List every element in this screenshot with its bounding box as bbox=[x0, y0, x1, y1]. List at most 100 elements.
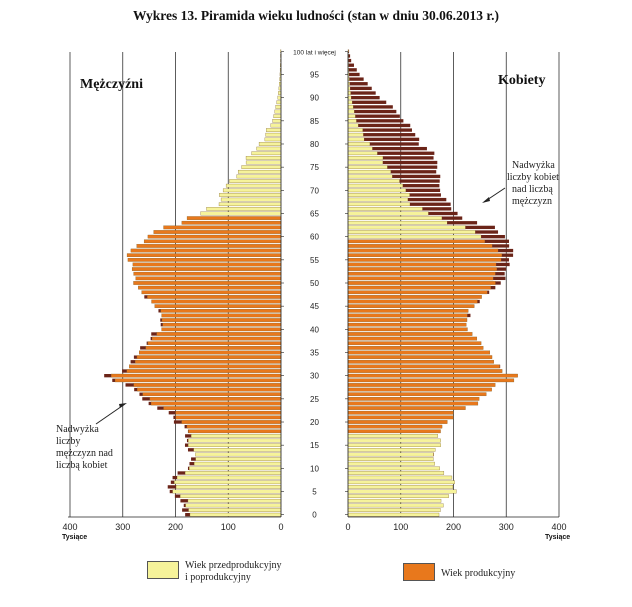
men-bar bbox=[129, 364, 282, 369]
men-bar bbox=[147, 234, 282, 239]
chart-title: Wykres 13. Piramida wieku ludności (stan… bbox=[133, 8, 499, 23]
women-surplus-bar bbox=[363, 133, 416, 137]
men-x-tick-label: 100 bbox=[221, 522, 236, 532]
women-bar bbox=[347, 471, 445, 475]
women-bar bbox=[347, 174, 393, 179]
women-surplus-bar bbox=[496, 262, 510, 267]
men-bar bbox=[161, 327, 282, 332]
men-bar bbox=[149, 397, 282, 401]
women-bar bbox=[347, 244, 493, 248]
women-bar bbox=[347, 105, 354, 109]
men-surplus-bar bbox=[177, 471, 186, 475]
women-bar bbox=[347, 373, 518, 378]
men-surplus-bar bbox=[173, 415, 176, 420]
women-bar bbox=[347, 179, 400, 183]
women-surplus-bar bbox=[496, 267, 507, 271]
annotation-men-arrowhead bbox=[119, 403, 127, 408]
women-bar bbox=[347, 397, 480, 401]
women-bar bbox=[347, 253, 503, 258]
men-bar bbox=[241, 165, 282, 169]
women-surplus-bar bbox=[409, 193, 441, 197]
women-bar bbox=[347, 151, 378, 156]
men-surplus-bar bbox=[144, 295, 148, 299]
women-bar bbox=[347, 183, 404, 188]
men-bar bbox=[225, 183, 282, 188]
men-surplus-bar bbox=[122, 369, 127, 373]
age-tick-label: 65 bbox=[310, 209, 319, 218]
women-bar bbox=[347, 503, 444, 508]
women-surplus-bar bbox=[428, 211, 458, 216]
women-bar bbox=[347, 494, 449, 498]
men-surplus-bar bbox=[172, 475, 178, 480]
legend-line: Wiek przedprodukcyjny bbox=[185, 560, 282, 571]
men-bar bbox=[236, 174, 282, 179]
women-bar bbox=[347, 378, 515, 383]
women-surplus-bar bbox=[382, 156, 434, 160]
women-surplus-bar bbox=[477, 299, 480, 304]
women-surplus-bar bbox=[487, 290, 490, 294]
men-bar bbox=[111, 373, 282, 378]
women-bar bbox=[347, 480, 455, 485]
women-surplus-bar bbox=[501, 258, 509, 262]
women-surplus-bar bbox=[377, 151, 435, 155]
men-label: Mężczyźni bbox=[80, 77, 143, 92]
men-surplus-bar bbox=[187, 466, 190, 471]
men-bar bbox=[145, 346, 282, 350]
women-bar bbox=[347, 485, 454, 489]
men-surplus-bar bbox=[186, 438, 189, 443]
unit-label-right: Tysiące bbox=[545, 534, 570, 541]
women-bar bbox=[347, 364, 500, 369]
men-bar bbox=[188, 508, 282, 512]
men-surplus-bar bbox=[150, 336, 153, 341]
women-bar bbox=[347, 142, 371, 146]
men-bar bbox=[222, 188, 282, 193]
men-bar bbox=[161, 318, 282, 322]
women-bar bbox=[347, 207, 423, 211]
men-surplus-bar bbox=[134, 387, 138, 392]
annotation-men: Nadwyżka liczby mężczyzn nad liczbą kobi… bbox=[56, 424, 113, 471]
men-bar bbox=[188, 429, 282, 434]
men-surplus-bar bbox=[169, 489, 173, 494]
women-bar bbox=[347, 359, 494, 364]
women-bar bbox=[347, 95, 352, 100]
women-bar bbox=[347, 290, 488, 295]
women-bar bbox=[347, 109, 355, 114]
women-bar bbox=[347, 137, 365, 142]
men-bar bbox=[161, 313, 282, 318]
men-surplus-bar bbox=[151, 332, 157, 336]
annotation-women-line: nad liczbą bbox=[512, 184, 553, 195]
men-bar bbox=[137, 387, 282, 392]
women-bar bbox=[347, 489, 457, 494]
age-tick-label: 45 bbox=[310, 302, 319, 311]
women-bar bbox=[347, 267, 498, 271]
women-bar bbox=[347, 197, 409, 202]
men-surplus-bar bbox=[168, 411, 176, 415]
men-bar bbox=[237, 169, 282, 174]
men-bar bbox=[147, 341, 282, 346]
men-bar bbox=[188, 438, 282, 443]
men-bar bbox=[194, 461, 282, 466]
men-bar bbox=[126, 253, 282, 258]
women-surplus-bar bbox=[498, 248, 514, 253]
men-bar bbox=[162, 322, 282, 327]
women-surplus-bar bbox=[405, 188, 441, 192]
men-bar bbox=[270, 123, 282, 128]
women-bar bbox=[347, 128, 363, 132]
women-bar bbox=[347, 498, 442, 503]
age-tick-label: 95 bbox=[310, 70, 319, 79]
men-surplus-bar bbox=[184, 443, 189, 447]
women-bar bbox=[347, 169, 392, 174]
men-bar bbox=[206, 207, 282, 211]
women-bar bbox=[347, 369, 503, 373]
women-surplus-bar bbox=[349, 72, 360, 77]
women-bar bbox=[347, 156, 384, 160]
women-surplus-bar bbox=[493, 276, 506, 281]
men-surplus-bar bbox=[187, 448, 194, 452]
women-surplus-bar bbox=[422, 207, 452, 211]
men-bar bbox=[251, 151, 282, 156]
women-bar bbox=[347, 406, 466, 410]
women-surplus-bar bbox=[354, 109, 397, 114]
men-bar bbox=[114, 378, 282, 383]
men-bar bbox=[163, 406, 282, 410]
